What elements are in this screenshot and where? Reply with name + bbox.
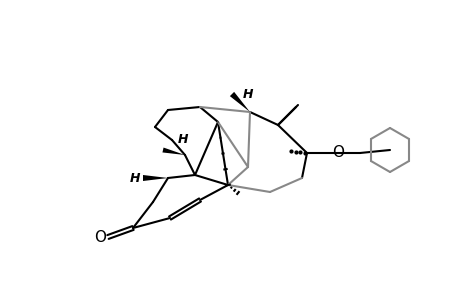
Text: H: H <box>129 172 140 184</box>
Text: O: O <box>94 230 106 244</box>
Text: O: O <box>331 145 343 160</box>
Text: H: H <box>242 88 253 100</box>
Text: H: H <box>177 133 188 146</box>
Polygon shape <box>143 175 168 181</box>
Polygon shape <box>230 92 249 112</box>
Polygon shape <box>162 148 185 155</box>
